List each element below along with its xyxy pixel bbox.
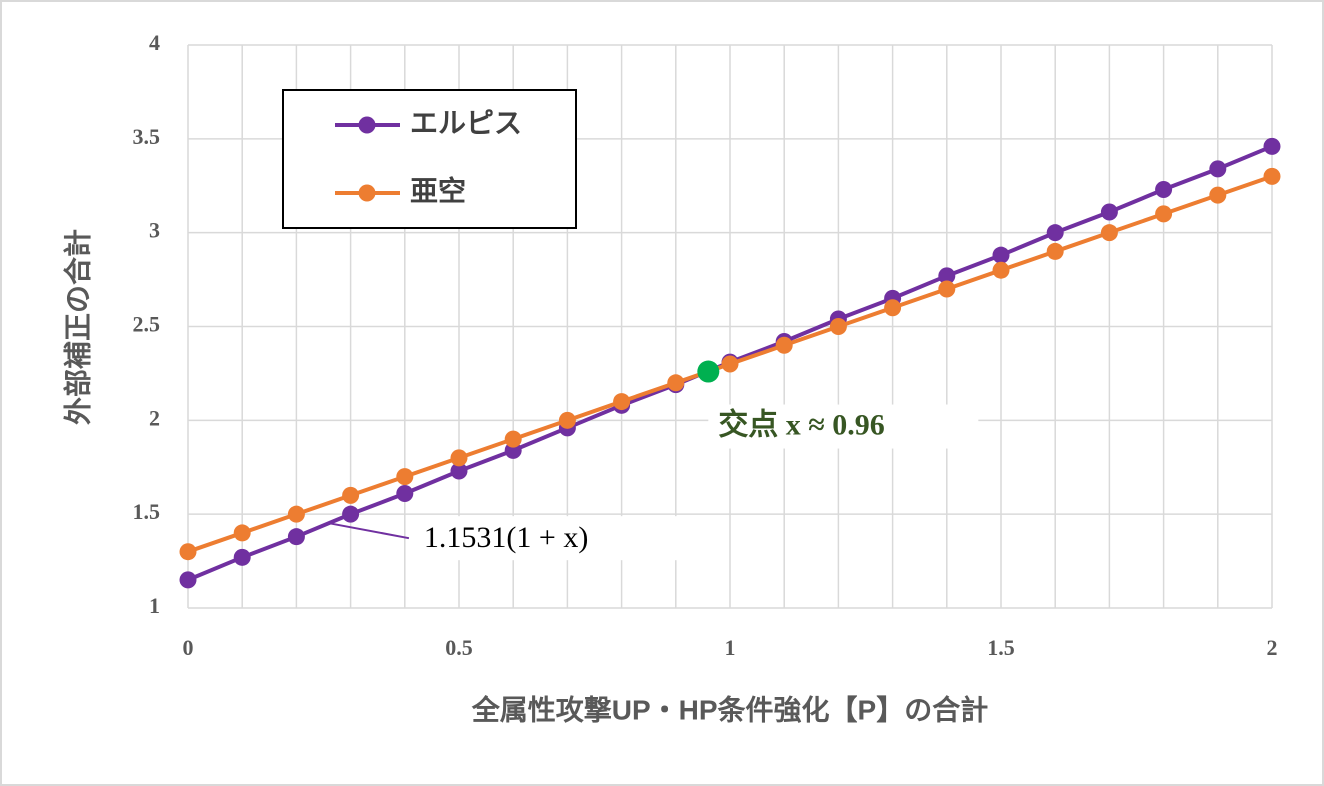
y-tick-label: 1 (149, 593, 160, 618)
marker (938, 280, 956, 298)
y-axis-title: 外部補正の合計 (61, 229, 93, 425)
y-tick-label: 3 (149, 218, 160, 243)
intersection-point (697, 360, 720, 383)
marker (1046, 224, 1064, 242)
legend-box (282, 89, 577, 229)
annotation-bg (708, 404, 979, 449)
y-tick-label: 1.5 (133, 499, 161, 524)
marker (179, 543, 197, 561)
marker (1100, 224, 1118, 242)
y-tick-label: 2.5 (133, 312, 161, 337)
legend-label: 亜空 (410, 174, 466, 206)
marker (396, 485, 414, 503)
marker (1155, 181, 1173, 199)
marker (1209, 186, 1227, 204)
marker (1155, 205, 1173, 223)
intersection-label: 交点 x ≈ 0.96 (718, 407, 884, 441)
marker (1046, 242, 1064, 260)
marker (558, 411, 576, 429)
formula-label: 1.1531(1 + x) (424, 521, 588, 554)
y-tick-label: 4 (149, 30, 160, 55)
marker (1100, 203, 1118, 221)
marker (992, 246, 1010, 264)
marker (938, 267, 956, 285)
marker (775, 336, 793, 354)
marker (450, 462, 468, 480)
x-tick-label: 0 (183, 635, 194, 660)
x-axis-title: 全属性攻撃UP・HP条件強化【P】の合計 (471, 693, 988, 725)
marker (179, 571, 197, 589)
x-tick-label: 2 (1267, 635, 1278, 660)
legend-label: エルピス (410, 107, 522, 138)
x-tick-label: 1.5 (987, 635, 1015, 660)
marker (450, 449, 468, 467)
marker (342, 486, 360, 504)
marker (1263, 137, 1281, 155)
y-tick-label: 3.5 (133, 124, 161, 149)
marker (829, 318, 847, 335)
marker (884, 299, 902, 317)
marker (1263, 167, 1281, 185)
marker (287, 505, 305, 523)
marker (667, 374, 685, 392)
marker (613, 393, 631, 411)
marks (179, 137, 1281, 589)
x-tick-label: 1 (725, 635, 736, 660)
annotation-bg (412, 516, 683, 561)
legend-marker (358, 116, 376, 134)
marker (721, 355, 739, 373)
marker (233, 548, 251, 566)
marker (233, 524, 251, 542)
marker (504, 430, 522, 448)
marker (287, 528, 305, 546)
legend-marker (358, 184, 376, 202)
marker (992, 261, 1010, 279)
marker (1209, 160, 1227, 178)
marker (396, 468, 414, 486)
marker (342, 505, 360, 523)
x-tick-label: 0.5 (445, 635, 473, 660)
y-tick-label: 2 (149, 405, 160, 430)
annotation-leader (328, 522, 410, 540)
